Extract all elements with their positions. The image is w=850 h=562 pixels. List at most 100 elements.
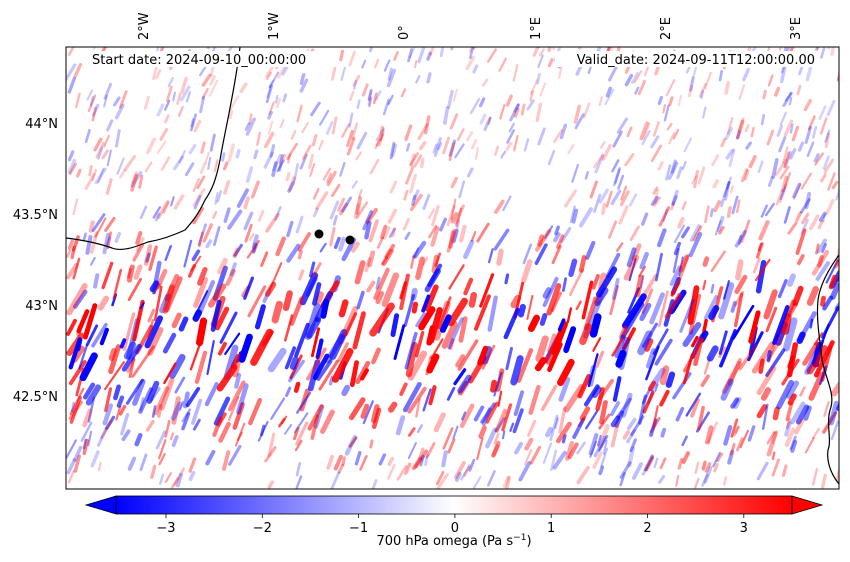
omega-ascent-streak (119, 169, 126, 179)
omega-descent-streak (783, 150, 793, 168)
omega-descent-streak (776, 124, 784, 137)
omega-descent-streak (356, 290, 365, 310)
omega-descent-streak (685, 392, 702, 417)
omega-ascent-streak (447, 297, 468, 327)
omega-ascent-streak (355, 360, 371, 385)
omega-ascent-streak (454, 460, 466, 480)
omega-ascent-streak (267, 120, 274, 136)
omega-ascent-streak (159, 128, 169, 141)
omega-descent-streak (777, 279, 788, 299)
omega-ascent-streak (218, 421, 231, 443)
omega-descent-streak (457, 374, 472, 394)
omega-ascent-streak (153, 285, 163, 322)
omega-ascent-streak (331, 183, 341, 197)
omega-ascent-streak (411, 301, 419, 314)
map-frame (65, 46, 840, 490)
omega-ascent-streak (207, 283, 227, 308)
omega-ascent-streak (808, 371, 825, 401)
omega-ascent-streak (721, 360, 742, 394)
omega-descent-streak (559, 123, 568, 140)
omega-ascent-streak (67, 470, 75, 484)
omega-ascent-streak (687, 84, 694, 98)
omega-ascent-streak (138, 174, 144, 189)
omega-descent-streak (197, 280, 216, 316)
omega-descent-streak (760, 204, 768, 218)
omega-descent-streak (325, 121, 334, 135)
omega-ascent-streak (95, 141, 105, 159)
omega-ascent-streak (629, 225, 640, 242)
omega-descent-streak (639, 251, 649, 270)
omega-ascent-streak (658, 290, 669, 328)
omega-descent-streak (275, 94, 279, 104)
omega-ascent-streak (326, 172, 333, 184)
omega-ascent-streak (575, 300, 582, 311)
omega-ascent-streak (814, 152, 824, 166)
omega-descent-streak (348, 112, 354, 128)
omega-descent-streak (299, 153, 308, 170)
omega-descent-streak (468, 458, 476, 472)
omega-ascent-streak (418, 447, 425, 461)
omega-ascent-streak (296, 104, 303, 123)
omega-descent-streak (628, 193, 638, 207)
omega-descent-streak (263, 151, 274, 169)
omega-ascent-streak (566, 307, 573, 324)
omega-descent-streak (728, 148, 736, 168)
omega-descent-streak (493, 371, 503, 397)
omega-descent-streak (718, 69, 724, 82)
omega-descent-streak (320, 299, 330, 319)
omega-ascent-streak (823, 401, 830, 417)
omega-descent-streak (395, 415, 406, 436)
omega-ascent-streak (448, 230, 456, 249)
omega-descent-streak (405, 143, 411, 152)
omega-descent-streak (767, 176, 774, 187)
omega-descent-streak (562, 277, 568, 292)
omega-descent-streak (639, 302, 652, 322)
omega-ascent-streak (271, 300, 283, 324)
omega-descent-streak (641, 455, 654, 476)
omega-descent-streak (523, 138, 530, 152)
omega-ascent-streak (620, 185, 628, 201)
omega-ascent-streak (69, 387, 85, 416)
omega-ascent-streak (448, 142, 456, 161)
omega-ascent-streak (268, 101, 275, 116)
omega-ascent-streak (143, 95, 150, 110)
omega-descent-streak (672, 247, 680, 273)
omega-ascent-streak (539, 82, 547, 97)
omega-ascent-streak (430, 226, 440, 247)
omega-descent-streak (271, 161, 278, 178)
omega-ascent-streak (337, 342, 349, 362)
omega-descent-streak (517, 303, 526, 318)
omega-descent-streak (681, 160, 687, 171)
omega-descent-streak (89, 95, 95, 107)
omega-descent-streak (665, 371, 676, 388)
omega-ascent-streak (579, 406, 591, 421)
omega-ascent-streak (595, 386, 606, 412)
omega-ascent-streak (668, 131, 676, 145)
omega-ascent-streak (320, 409, 335, 434)
omega-descent-streak (649, 292, 665, 325)
omega-ascent-streak (331, 116, 338, 135)
omega-descent-streak (612, 166, 622, 187)
omega-ascent-streak (795, 211, 803, 222)
omega-ascent-streak (621, 327, 636, 351)
omega-ascent-streak (687, 306, 694, 320)
omega-descent-streak (621, 392, 633, 418)
omega-ascent-streak (535, 335, 549, 363)
omega-ascent-streak (556, 234, 565, 250)
omega-descent-streak (514, 441, 523, 455)
omega-ascent-streak (677, 253, 690, 283)
omega-ascent-streak (400, 88, 407, 98)
omega-ascent-streak (598, 378, 614, 400)
omega-ascent-streak (265, 71, 272, 80)
omega-ascent-streak (639, 121, 649, 141)
omega-ascent-streak (463, 277, 474, 296)
omega-descent-streak (818, 211, 827, 222)
omega-descent-streak (501, 430, 506, 440)
omega-descent-streak (207, 156, 212, 170)
omega-ascent-streak (143, 244, 153, 266)
omega-descent-streak (452, 425, 459, 440)
omega-descent-streak (658, 474, 666, 484)
omega-ascent-streak (73, 62, 83, 78)
omega-descent-streak (718, 330, 728, 355)
omega-descent-streak (547, 149, 556, 166)
